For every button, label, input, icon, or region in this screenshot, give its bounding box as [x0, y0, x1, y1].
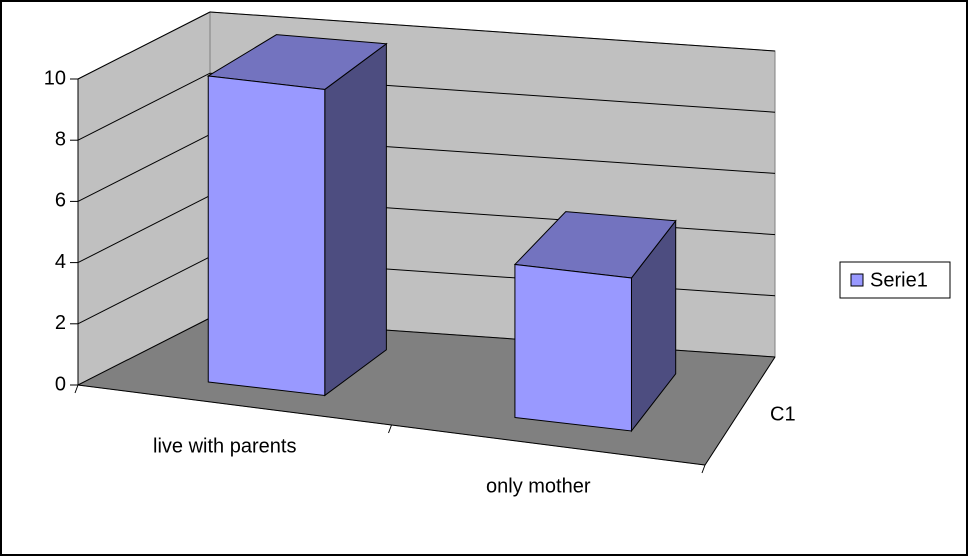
- x-tick-label: live with parents: [153, 435, 296, 457]
- legend-box: [839, 261, 951, 299]
- x-tick: [701, 464, 706, 474]
- legend-swatch: [850, 273, 864, 287]
- y-tick-label: 6: [55, 190, 66, 212]
- legend-label: Serie1: [870, 269, 928, 291]
- grid-line: [77, 317, 211, 386]
- y-tick-label: 4: [55, 251, 66, 273]
- y-tick-label: 8: [55, 128, 66, 150]
- grid-line: [77, 133, 211, 202]
- depth-axis: [704, 356, 776, 466]
- grid-line: [77, 195, 211, 264]
- bar-front: [514, 263, 632, 432]
- x-tick: [388, 424, 392, 434]
- y-tick-label: 10: [44, 67, 66, 89]
- y-tick-label: 2: [55, 312, 66, 334]
- bar-side: [324, 42, 387, 397]
- bar-front: [207, 75, 326, 397]
- grid-line: [77, 11, 211, 80]
- grid-line: [77, 72, 211, 141]
- x-tick: [74, 384, 79, 394]
- grid-line: [77, 256, 211, 325]
- x-tick-label: only mother: [486, 475, 591, 497]
- y-tick-label: 0: [55, 373, 66, 395]
- depth-label: C1: [770, 403, 796, 425]
- grid-line: [209, 11, 776, 52]
